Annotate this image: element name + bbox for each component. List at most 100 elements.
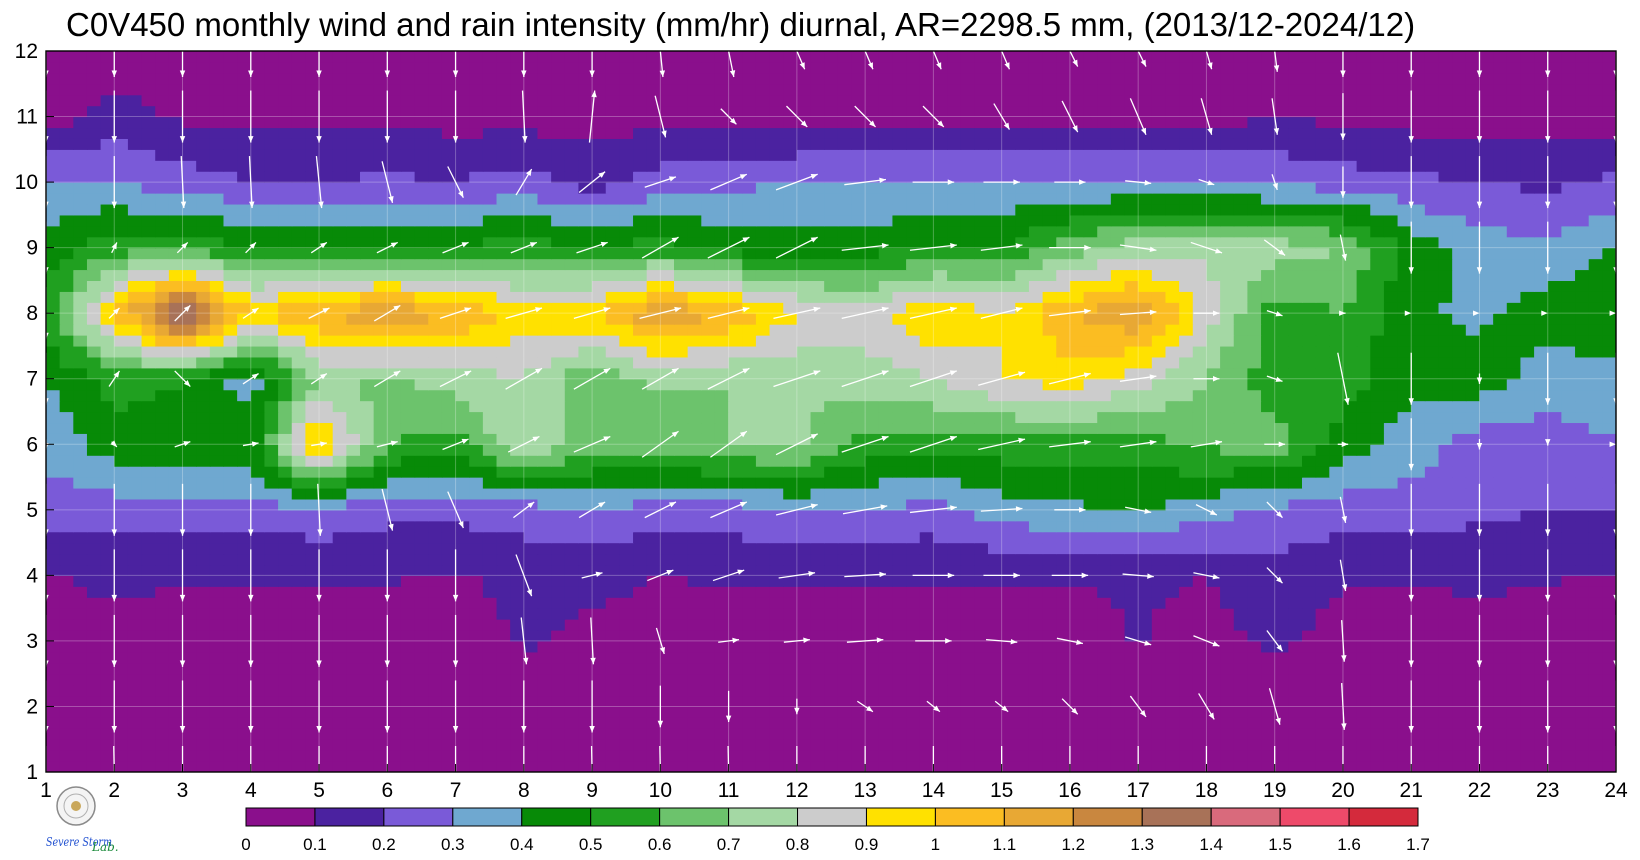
- heat-cell: [960, 673, 975, 686]
- heat-cell: [906, 750, 921, 762]
- heat-cell: [633, 422, 648, 434]
- heat-cell: [510, 761, 525, 772]
- heat-cell: [278, 498, 293, 511]
- heat-cell: [305, 498, 320, 511]
- heat-cell: [1015, 487, 1030, 500]
- heat-cell: [728, 597, 743, 609]
- heat-cell: [305, 422, 320, 434]
- heat-cell: [1493, 597, 1508, 609]
- heat-cell: [209, 520, 225, 533]
- heat-cell: [1069, 662, 1085, 675]
- heat-cell: [155, 619, 170, 631]
- heat-cell: [428, 302, 443, 314]
- heat-cell: [278, 509, 293, 522]
- heat-cell: [674, 684, 689, 697]
- heat-cell: [851, 335, 866, 347]
- heat-cell: [1329, 313, 1344, 325]
- heat-cell: [837, 706, 853, 718]
- heat-cell: [742, 629, 757, 642]
- heat-cell: [633, 498, 648, 511]
- heat-cell: [1069, 313, 1085, 325]
- heat-cell: [578, 629, 593, 642]
- heat-cell: [1220, 509, 1235, 522]
- heat-cell: [1602, 717, 1616, 729]
- heat-cell: [469, 466, 484, 478]
- heat-cell: [1274, 400, 1289, 413]
- heat-cell: [1124, 640, 1139, 653]
- heat-cell: [1206, 640, 1221, 653]
- heat-cell: [196, 378, 211, 391]
- heat-cell: [1056, 487, 1071, 500]
- heat-cell: [701, 335, 716, 347]
- heat-cell: [141, 662, 156, 675]
- heat-cell: [674, 608, 689, 620]
- heat-cell: [1520, 651, 1535, 664]
- heat-cell: [73, 345, 88, 358]
- heat-cell: [1302, 629, 1317, 642]
- heat-cell: [687, 673, 702, 686]
- heat-cell: [1383, 509, 1399, 522]
- heat-cell: [223, 466, 238, 478]
- heat-cell: [1602, 586, 1616, 598]
- heat-cell: [714, 684, 730, 697]
- heat-cell: [933, 619, 948, 631]
- heat-cell: [619, 575, 634, 587]
- heat-cell: [1465, 356, 1481, 369]
- heat-cell: [1397, 389, 1412, 402]
- heat-cell: [155, 291, 170, 303]
- heat-cell: [687, 662, 702, 675]
- heat-cell: [482, 662, 498, 675]
- heat-cell: [974, 531, 989, 544]
- heat-cell: [1001, 586, 1016, 598]
- heat-cell: [933, 640, 948, 653]
- heat-cell: [1220, 302, 1235, 314]
- heat-cell: [1097, 477, 1112, 489]
- heat-cell: [1247, 422, 1262, 434]
- heat-cell: [305, 739, 320, 751]
- heat-cell: [810, 378, 825, 391]
- heat-cell: [223, 586, 238, 598]
- heat-cell: [578, 608, 593, 620]
- heat-cell: [892, 662, 907, 675]
- heat-cell: [1288, 378, 1303, 391]
- heat-cell: [1342, 444, 1358, 456]
- heat-cell: [865, 575, 880, 587]
- heat-cell: [1438, 684, 1453, 697]
- heat-cell: [1575, 706, 1590, 718]
- heat-cell: [264, 564, 279, 576]
- heat-cell: [400, 466, 416, 478]
- heat-cell: [1206, 324, 1221, 336]
- heat-cell: [100, 356, 115, 369]
- heat-cell: [1315, 564, 1330, 576]
- heat-cell: [1247, 706, 1262, 718]
- heat-cell: [892, 750, 907, 762]
- heat-cell: [851, 608, 866, 620]
- heat-cell: [46, 477, 61, 489]
- heat-cell: [1001, 673, 1016, 686]
- heat-cell: [1151, 728, 1167, 740]
- heat-cell: [1370, 509, 1385, 522]
- heat-cell: [264, 673, 279, 686]
- heat-cell: [960, 542, 975, 555]
- heat-cell: [701, 291, 716, 303]
- heat-cell: [796, 564, 812, 576]
- heat-cell: [674, 367, 689, 380]
- heat-cell: [988, 302, 1003, 314]
- heat-cell: [237, 575, 252, 587]
- heat-cell: [1069, 619, 1085, 631]
- heat-cell: [387, 728, 402, 740]
- heat-cell: [441, 750, 457, 762]
- heat-cell: [168, 673, 184, 686]
- heat-cell: [1233, 673, 1248, 686]
- heat-cell: [196, 520, 211, 533]
- heat-cell: [1315, 455, 1330, 467]
- heat-cell: [1124, 487, 1139, 500]
- heat-cell: [988, 564, 1003, 576]
- heat-cell: [278, 750, 293, 762]
- heat-cell: [1342, 313, 1358, 325]
- heat-cell: [455, 608, 470, 620]
- heat-cell: [1220, 739, 1235, 751]
- heat-cell: [564, 619, 580, 631]
- heat-cell: [1179, 695, 1194, 708]
- heat-cell: [1302, 466, 1317, 478]
